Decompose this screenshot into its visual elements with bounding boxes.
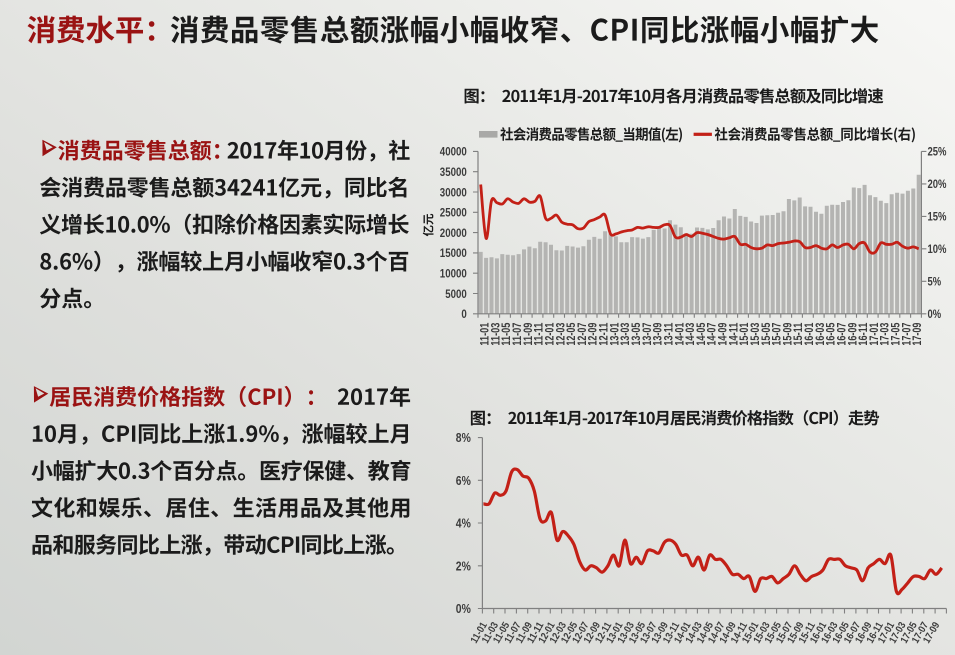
svg-text:12-03: 12-03	[553, 322, 567, 345]
svg-text:17-01: 17-01	[867, 322, 881, 345]
svg-text:16-07: 16-07	[835, 322, 849, 345]
svg-text:17-09: 17-09	[910, 322, 924, 345]
svg-text:10%: 10%	[928, 242, 947, 256]
svg-text:13-11: 13-11	[661, 322, 675, 345]
svg-text:15-09: 15-09	[780, 322, 794, 345]
svg-text:12-11: 12-11	[597, 322, 611, 345]
svg-text:13-09: 13-09	[651, 322, 665, 345]
svg-text:25%: 25%	[928, 145, 947, 159]
svg-text:15-11: 15-11	[791, 322, 805, 345]
svg-text:12-05: 12-05	[564, 322, 578, 345]
svg-text:17-03: 17-03	[878, 322, 892, 345]
svg-text:16-03: 16-03	[813, 322, 827, 345]
svg-text:0%: 0%	[456, 601, 472, 616]
svg-text:16-09: 16-09	[845, 322, 859, 345]
svg-text:8%: 8%	[456, 430, 472, 445]
svg-text:14-03: 14-03	[683, 322, 697, 345]
svg-text:14-07: 14-07	[705, 322, 719, 345]
svg-text:11-07: 11-07	[510, 322, 524, 345]
svg-text:5000: 5000	[445, 287, 467, 301]
svg-text:11-09: 11-09	[521, 322, 535, 345]
svg-text:0: 0	[461, 307, 467, 321]
svg-text:11-01: 11-01	[478, 322, 492, 345]
svg-text:13-03: 13-03	[618, 322, 632, 345]
svg-text:16-11: 16-11	[856, 322, 870, 345]
svg-text:15-07: 15-07	[770, 322, 784, 345]
svg-text:12-01: 12-01	[543, 322, 557, 345]
svg-text:13-05: 13-05	[629, 322, 643, 345]
svg-text:11-11: 11-11	[532, 322, 546, 345]
svg-text:17-07: 17-07	[899, 322, 913, 345]
svg-text:20%: 20%	[928, 177, 947, 191]
svg-text:14-01: 14-01	[672, 322, 686, 345]
svg-text:13-01: 13-01	[607, 322, 621, 345]
svg-text:5%: 5%	[928, 275, 942, 289]
svg-text:0%: 0%	[928, 307, 942, 321]
svg-text:12-07: 12-07	[575, 322, 589, 345]
svg-text:30000: 30000	[440, 185, 467, 199]
svg-text:11-05: 11-05	[499, 322, 513, 345]
svg-text:11-03: 11-03	[488, 322, 502, 345]
svg-text:15-03: 15-03	[748, 322, 762, 345]
svg-text:40000: 40000	[440, 145, 467, 159]
svg-text:17-05: 17-05	[889, 322, 903, 345]
svg-text:14-11: 14-11	[726, 322, 740, 345]
svg-text:25000: 25000	[440, 206, 467, 220]
svg-text:12-09: 12-09	[586, 322, 600, 345]
svg-text:14-09: 14-09	[716, 322, 730, 345]
svg-text:2%: 2%	[456, 558, 472, 573]
svg-text:14-05: 14-05	[694, 322, 708, 345]
svg-text:16-01: 16-01	[802, 322, 816, 345]
svg-text:15000: 15000	[440, 246, 467, 260]
svg-text:13-07: 13-07	[640, 322, 654, 345]
svg-text:10000: 10000	[440, 267, 467, 281]
svg-text:15-01: 15-01	[737, 322, 751, 345]
svg-text:35000: 35000	[440, 165, 467, 179]
svg-text:16-05: 16-05	[824, 322, 838, 345]
svg-text:15-05: 15-05	[759, 322, 773, 345]
svg-text:6%: 6%	[456, 473, 472, 488]
svg-text:20000: 20000	[440, 226, 467, 240]
svg-text:4%: 4%	[456, 516, 472, 531]
svg-text:15%: 15%	[928, 210, 947, 224]
